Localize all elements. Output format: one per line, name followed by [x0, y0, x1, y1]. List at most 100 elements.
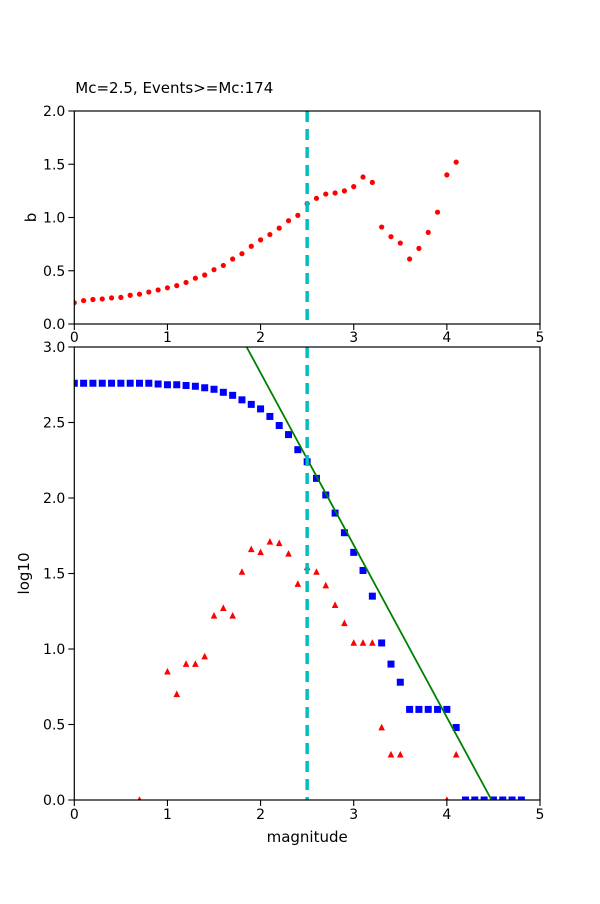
x-tick-label: 5 — [536, 807, 545, 823]
b-value-point — [174, 283, 180, 289]
bin-count-point — [387, 750, 395, 758]
b-value-point — [285, 218, 292, 224]
bottom-plot-plot-area — [73, 346, 525, 801]
y-axis-label: b — [22, 213, 40, 223]
x-tick-label: 3 — [349, 807, 358, 823]
bin-count-point — [396, 750, 404, 758]
cumulative-count-point — [238, 396, 246, 404]
y-tick-label: 0.5 — [43, 718, 65, 734]
b-value-point — [192, 275, 198, 281]
b-value-point — [360, 174, 366, 180]
b-value-point — [425, 229, 431, 236]
y-tick-label: 3.0 — [43, 340, 65, 356]
b-value-point — [239, 251, 245, 257]
gr-fit-line — [245, 346, 493, 801]
bin-count-point — [313, 568, 320, 575]
y-tick-label: 2.0 — [43, 491, 65, 507]
bin-count-point — [247, 545, 255, 553]
b-value-point — [136, 291, 143, 297]
cumulative-count-point — [415, 705, 423, 713]
bin-count-point — [452, 750, 460, 758]
cumulative-count-point — [89, 379, 97, 387]
bin-count-point — [201, 652, 208, 660]
cumulative-count-point — [117, 379, 125, 387]
y-tick-label: 1.0 — [43, 642, 65, 658]
cumulative-count-point — [173, 381, 181, 389]
cumulative-count-point — [434, 705, 442, 713]
b-value-point — [276, 225, 282, 231]
y-tick-label: 1.5 — [43, 157, 65, 173]
b-value-point — [444, 172, 450, 178]
y-tick-label: 2.5 — [43, 416, 65, 432]
cumulative-count-point — [378, 639, 386, 647]
cumulative-count-point — [154, 380, 162, 388]
top-plot-plot-area — [73, 111, 459, 324]
b-value-point — [295, 212, 301, 218]
cumulative-count-point — [247, 400, 255, 408]
b-value-point — [81, 297, 87, 304]
cumulative-count-point — [331, 509, 339, 517]
bin-count-point — [192, 660, 199, 667]
b-value-point — [257, 237, 264, 243]
cumulative-count-point — [489, 796, 497, 801]
bin-count-point — [294, 580, 302, 587]
b-value-point — [118, 294, 124, 300]
b-value-point — [332, 190, 338, 196]
b-value-point — [230, 256, 236, 262]
cumulative-count-point — [443, 705, 451, 713]
cumulative-count-point — [517, 796, 525, 801]
y-tick-label: 0.0 — [43, 317, 65, 333]
cumulative-count-point — [135, 379, 143, 387]
x-axis-label: magnitude — [267, 828, 348, 846]
cumulative-count-point — [508, 796, 516, 801]
b-value-point — [146, 289, 152, 295]
x-tick-label: 4 — [442, 330, 451, 346]
cumulative-count-point — [424, 705, 432, 713]
cumulative-count-point — [312, 474, 320, 482]
cumulative-count-point — [499, 796, 507, 801]
b-value-point — [434, 209, 441, 215]
b-value-point — [211, 267, 217, 273]
cumulative-count-point — [266, 412, 274, 420]
b-value-point — [351, 184, 357, 190]
x-tick-label: 0 — [70, 807, 79, 823]
x-tick-label: 4 — [442, 807, 451, 823]
cumulative-count-point — [126, 379, 134, 387]
b-value-point — [99, 296, 105, 302]
b-value-point — [416, 245, 422, 251]
bin-count-point — [257, 548, 264, 556]
bin-count-point — [322, 581, 330, 589]
x-tick-label: 0 — [70, 330, 79, 346]
cumulative-count-point — [73, 379, 78, 387]
bin-count-point — [164, 667, 171, 675]
b-value-vs-cutoff-magnitude-series — [73, 159, 459, 306]
cumulative-count-point — [294, 446, 302, 454]
b-value-point — [164, 285, 171, 291]
b-value-point — [388, 234, 394, 240]
top-plot: 0 1 2 3 4 5 0.0 0.5 1.0 1.5 2.0 Mc=2.5, Events>=Mc:… — [22, 79, 544, 346]
bin-count-point — [210, 611, 218, 619]
cumulative-count-point — [108, 379, 116, 387]
y-tick-label: 1.0 — [43, 211, 65, 227]
bin-count-point — [173, 690, 181, 698]
y-axis-label: log10 — [15, 553, 33, 595]
bin-count-point — [266, 537, 274, 545]
x-tick-label: 2 — [256, 807, 265, 823]
cumulative-count-point — [80, 379, 88, 387]
cumulative-count-point — [396, 678, 404, 686]
cumulative-count-point — [275, 422, 283, 430]
bin-count-point — [341, 619, 348, 627]
cumulative-count-point — [182, 382, 190, 390]
bin-count-point — [238, 568, 246, 575]
cumulative-count-point — [480, 796, 488, 801]
cumulative-count-point — [340, 529, 348, 537]
binned-event-count-log10-n--series — [137, 537, 460, 801]
cumulative-count-point — [145, 379, 153, 387]
b-value-point — [202, 272, 208, 278]
b-value-point — [397, 240, 403, 246]
cumulative-count-point — [471, 796, 479, 801]
cumulative-count-point — [461, 796, 469, 801]
b-value-point — [407, 256, 413, 262]
b-value-point — [267, 231, 273, 238]
